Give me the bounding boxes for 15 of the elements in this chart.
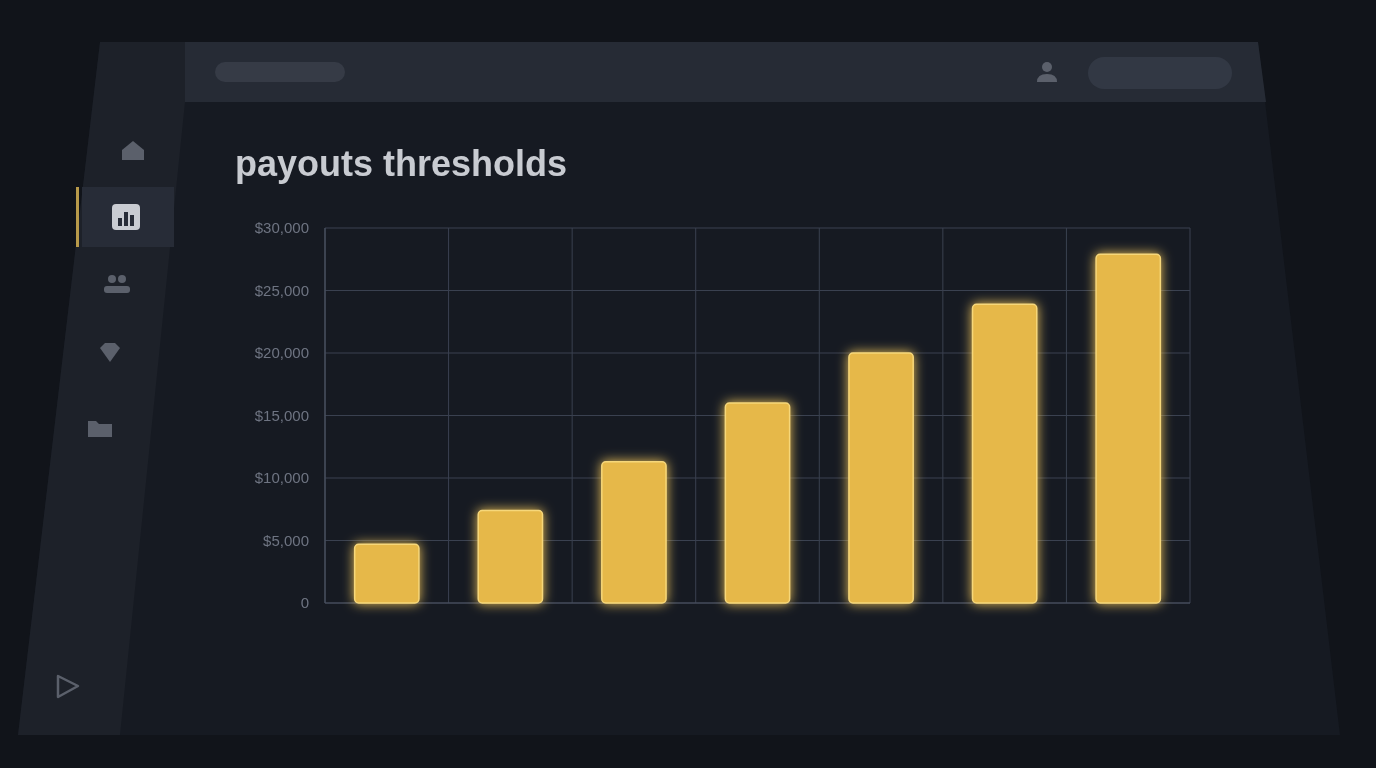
y-tick-label: $10,000 xyxy=(254,469,309,487)
bar xyxy=(1095,253,1162,604)
bar xyxy=(601,461,667,604)
bar xyxy=(353,543,420,604)
y-tick-label: $5,000 xyxy=(263,531,309,549)
bar xyxy=(971,303,1038,604)
y-tick-label: 0 xyxy=(300,594,309,612)
y-tick-label: $25,000 xyxy=(254,281,309,299)
y-tick-label: $20,000 xyxy=(254,344,309,362)
bar xyxy=(477,509,544,604)
bar xyxy=(848,352,914,604)
bar xyxy=(724,402,791,604)
chart-title: payouts thresholds xyxy=(235,143,568,184)
y-tick-label: $15,000 xyxy=(254,406,309,424)
y-tick-label: $30,000 xyxy=(254,219,309,237)
